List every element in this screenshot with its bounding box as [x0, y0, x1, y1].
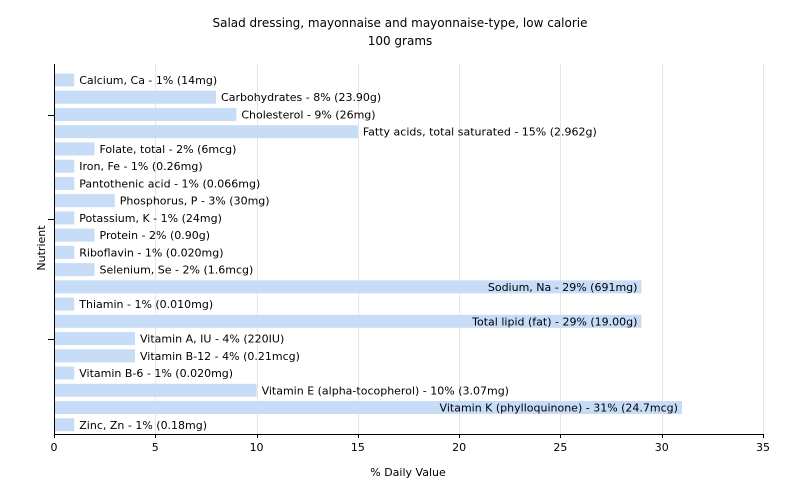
bar: [55, 245, 75, 259]
bar: [55, 418, 75, 432]
bars: [55, 73, 682, 432]
bar: [55, 263, 95, 277]
bar: [55, 176, 75, 190]
chart-title: Salad dressing, mayonnaise and mayonnais…: [212, 16, 587, 30]
bar: [55, 332, 136, 346]
y-axis-label: Nutrient: [35, 225, 48, 271]
bar: [55, 125, 358, 139]
bar: [55, 211, 75, 225]
x-tick-label: 35: [756, 441, 770, 454]
chart-subtitle: 100 grams: [368, 34, 433, 48]
bar: [55, 401, 682, 415]
bar-label: Vitamin A, IU - 4% (220IU): [140, 333, 284, 346]
bar-label: Potassium, K - 1% (24mg): [79, 212, 222, 225]
bar: [55, 314, 642, 328]
bar: [55, 366, 75, 380]
bar-label: Vitamin B-6 - 1% (0.020mg): [79, 367, 233, 380]
x-tick-label: 20: [452, 441, 466, 454]
bar-label: Fatty acids, total saturated - 15% (2.96…: [363, 126, 597, 139]
bar-label: Carbohydrates - 8% (23.90g): [221, 91, 381, 104]
x-tick-label: 10: [250, 441, 264, 454]
bar-label: Folate, total - 2% (6mcg): [100, 143, 237, 156]
bar: [55, 194, 115, 208]
bar: [55, 73, 75, 87]
x-axis-label: % Daily Value: [370, 466, 446, 479]
bar-label: Iron, Fe - 1% (0.26mg): [79, 160, 202, 173]
bar-label: Riboflavin - 1% (0.020mg): [79, 246, 223, 259]
bar-label: Phosphorus, P - 3% (30mg): [120, 195, 270, 208]
bar: [55, 280, 642, 294]
bar: [55, 107, 237, 121]
axes: [48, 64, 764, 438]
bar-label: Vitamin E (alpha-tocopherol) - 10% (3.07…: [262, 384, 509, 397]
x-tick-label: 0: [51, 441, 58, 454]
bar-label: Thiamin - 1% (0.010mg): [78, 298, 213, 311]
bar-label: Vitamin K (phylloquinone) - 31% (24.7mcg…: [440, 402, 678, 415]
bar-label: Zinc, Zn - 1% (0.18mg): [79, 419, 207, 432]
x-tick-label: 25: [553, 441, 567, 454]
bar-label: Calcium, Ca - 1% (14mg): [79, 74, 217, 87]
bar: [55, 90, 217, 104]
bar-label: Pantothenic acid - 1% (0.066mg): [79, 177, 260, 190]
bar: [55, 228, 95, 242]
bar: [55, 297, 75, 311]
bar-label: Selenium, Se - 2% (1.6mcg): [100, 264, 254, 277]
bar: [55, 383, 257, 397]
x-tick-label: 30: [655, 441, 669, 454]
bar-label: Protein - 2% (0.90g): [100, 229, 211, 242]
x-tick-labels: 0 5 10 15 20 25 30 35: [51, 441, 771, 454]
bar-label: Cholesterol - 9% (26mg): [241, 108, 375, 121]
x-tick-label: 15: [351, 441, 365, 454]
bar-label: Vitamin B-12 - 4% (0.21mcg): [140, 350, 300, 363]
bar: [55, 349, 136, 363]
bar: [55, 142, 95, 156]
bar-label: Sodium, Na - 29% (691mg): [488, 281, 638, 294]
bar-labels: Calcium, Ca - 1% (14mg) Carbohydrates - 8…: [78, 74, 678, 432]
bar-label: Total lipid (fat) - 29% (19.00g): [471, 315, 637, 328]
x-tick-label: 5: [152, 441, 159, 454]
bar: [55, 159, 75, 173]
